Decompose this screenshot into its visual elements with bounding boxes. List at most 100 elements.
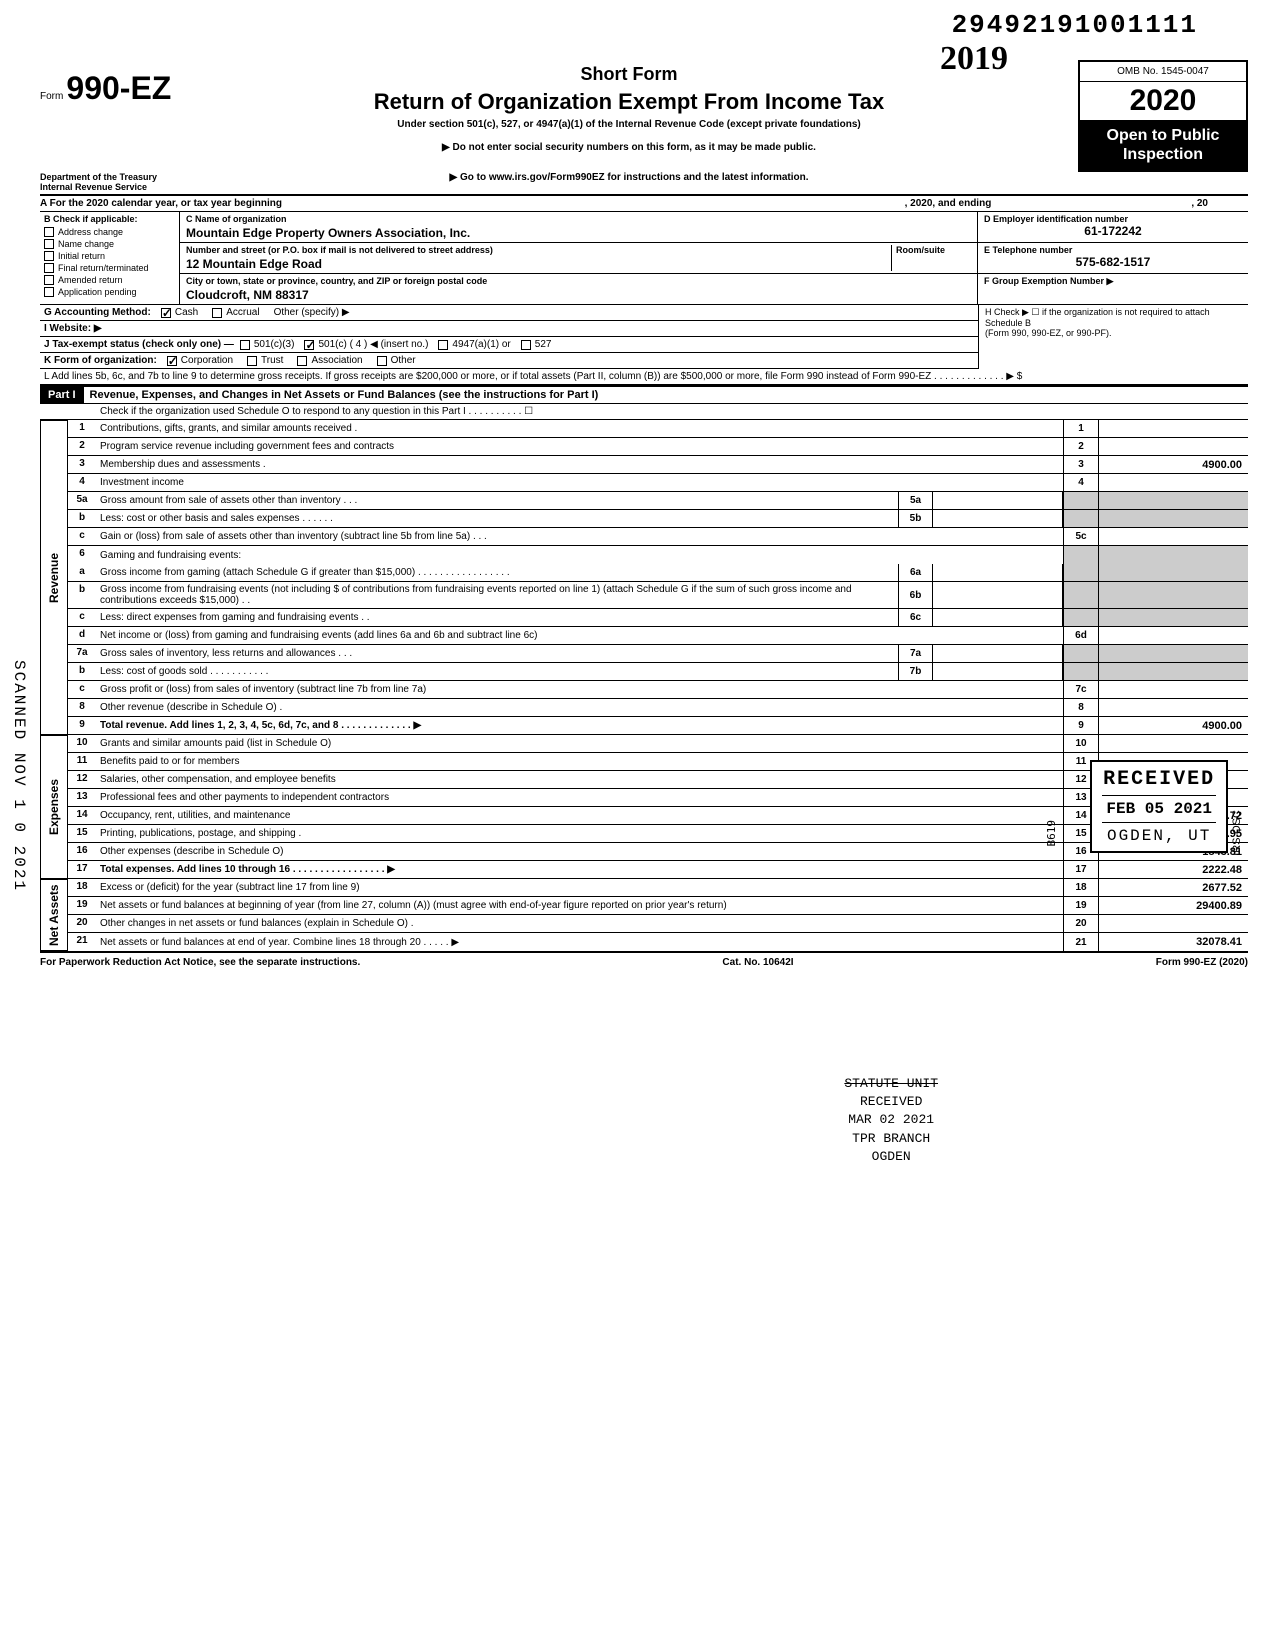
line-10: 10Grants and similar amounts paid (list … [68, 735, 1248, 753]
h-line1: H Check ▶ ☐ if the organization is not r… [985, 307, 1242, 328]
ein-label: D Employer identification number [984, 214, 1242, 224]
footer: For Paperwork Reduction Act Notice, see … [40, 953, 1248, 968]
g-cash: Cash [175, 307, 198, 318]
chk-final[interactable]: Final return/terminated [40, 262, 179, 274]
line-5c: cGain or (loss) from sale of assets othe… [68, 528, 1248, 546]
section-h: H Check ▶ ☐ if the organization is not r… [978, 305, 1248, 369]
k-corp: Corporation [181, 355, 233, 366]
g-accrual: Accrual [226, 307, 259, 318]
footer-mid: Cat. No. 10642I [722, 957, 793, 968]
chk-initial[interactable]: Initial return [40, 250, 179, 262]
statute-stamp: STATUTE UNIT RECEIVED MAR 02 2021 TPR BR… [844, 1075, 938, 1166]
j-527: 527 [535, 339, 552, 350]
received-line1: RECEIVED [1102, 768, 1216, 791]
revenue-section: Revenue 1Contributions, gifts, grants, a… [40, 420, 1248, 735]
org-name-label: C Name of organization [186, 214, 971, 224]
row-k: K Form of organization: Corporation Trus… [40, 353, 978, 369]
scanned-stamp: SCANNED NOV 1 0 2021 [10, 660, 28, 892]
return-title: Return of Organization Exempt From Incom… [190, 89, 1068, 115]
address-label: Number and street (or P.O. box if mail i… [186, 245, 891, 255]
city-label: City or town, state or province, country… [186, 276, 971, 286]
phone-cell: E Telephone number 575-682-1517 [978, 243, 1248, 274]
irs-osc-stamp: IRS-OSC [1231, 810, 1243, 856]
line-6b: bGross income from fundraising events (n… [68, 582, 1248, 609]
section-b-title: B Check if applicable: [40, 212, 179, 226]
net-assets-label: Net Assets [40, 879, 68, 951]
chk-accrual[interactable] [212, 308, 222, 318]
phone-value: 575-682-1517 [984, 255, 1242, 269]
expenses-label: Expenses [40, 735, 68, 879]
line-7c: cGross profit or (loss) from sales of in… [68, 681, 1248, 699]
g-other: Other (specify) ▶ [274, 307, 350, 318]
row-a-right: , 20 [1191, 198, 1208, 209]
chk-corp[interactable] [167, 356, 177, 366]
chk-4947[interactable] [438, 340, 448, 350]
chk-address[interactable]: Address change [40, 226, 179, 238]
line-7b: bLess: cost of goods sold . . . . . . . … [68, 663, 1248, 681]
i-label: I Website: ▶ [44, 323, 102, 334]
g-label: G Accounting Method: [44, 307, 151, 318]
statute-l2: RECEIVED [844, 1093, 938, 1111]
line-6: 6Gaming and fundraising events: [68, 546, 1248, 564]
line-14: 14Occupancy, rent, utilities, and mainte… [68, 807, 1248, 825]
chk-527[interactable] [521, 340, 531, 350]
chk-amended[interactable]: Amended return [40, 274, 179, 286]
chk-trust[interactable] [247, 356, 257, 366]
room-label: Room/suite [896, 245, 971, 255]
b619-stamp: B619 [1045, 820, 1058, 847]
statute-l3: MAR 02 2021 [844, 1111, 938, 1129]
line-1: 1Contributions, gifts, grants, and simil… [68, 420, 1248, 438]
part1-label: Part I [40, 387, 84, 403]
stamp-number: 29492191001111 [952, 10, 1198, 40]
org-name-cell: C Name of organization Mountain Edge Pro… [180, 212, 978, 243]
line-6c: cLess: direct expenses from gaming and f… [68, 609, 1248, 627]
short-form-label: Short Form [190, 64, 1068, 85]
city-value: Cloudcroft, NM 88317 [186, 286, 971, 302]
line-2: 2Program service revenue including gover… [68, 438, 1248, 456]
line-16: 16Other expenses (describe in Schedule O… [68, 843, 1248, 861]
chk-name[interactable]: Name change [40, 238, 179, 250]
part1-check: Check if the organization used Schedule … [40, 404, 1248, 420]
statute-l5: OGDEN [844, 1148, 938, 1166]
line-15: 15Printing, publications, postage, and s… [68, 825, 1248, 843]
part1-title: Revenue, Expenses, and Changes in Net As… [84, 387, 1248, 403]
part1-header: Part I Revenue, Expenses, and Changes in… [40, 386, 1248, 404]
expenses-section: Expenses 10Grants and similar amounts pa… [40, 735, 1248, 879]
chk-assoc[interactable] [297, 356, 307, 366]
warning-2: ▶ Go to www.irs.gov/Form990EZ for instru… [180, 172, 1078, 194]
address-cell: Number and street (or P.O. box if mail i… [180, 243, 978, 274]
h-line2: (Form 990, 990-EZ, or 990-PF). [985, 328, 1242, 338]
line-5b: bLess: cost or other basis and sales exp… [68, 510, 1248, 528]
form-number: 990-EZ [66, 70, 171, 106]
l-text: L Add lines 5b, 6c, and 7b to line 9 to … [44, 371, 1022, 382]
year-box: OMB No. 1545-0047 2020 Open to Public In… [1078, 60, 1248, 172]
row-i: I Website: ▶ [40, 321, 978, 337]
k-assoc: Association [311, 355, 362, 366]
ein-value: 61-172242 [984, 224, 1242, 238]
j-label: J Tax-exempt status (check only one) — [44, 339, 234, 350]
k-label: K Form of organization: [44, 355, 157, 366]
chk-501c3[interactable] [240, 340, 250, 350]
tax-year: 2020 [1080, 82, 1246, 120]
j-501c: 501(c) ( 4 ) ◀ (insert no.) [318, 339, 428, 350]
received-stamp: RECEIVED FEB 05 2021 OGDEN, UT [1090, 760, 1228, 853]
line-18: 18Excess or (deficit) for the year (subt… [68, 879, 1248, 897]
open-public: Open to Public Inspection [1080, 120, 1246, 170]
received-line3: OGDEN, UT [1102, 827, 1216, 845]
net-assets-section: Net Assets 18Excess or (deficit) for the… [40, 879, 1248, 953]
chk-cash[interactable] [161, 308, 171, 318]
line-7a: 7aGross sales of inventory, less returns… [68, 645, 1248, 663]
handwritten-year: 2019 [940, 40, 1008, 78]
address-value: 12 Mountain Edge Road [186, 255, 891, 271]
phone-label: E Telephone number [984, 245, 1242, 255]
row-g: G Accounting Method: Cash Accrual Other … [40, 305, 978, 321]
line-5a: 5aGross amount from sale of assets other… [68, 492, 1248, 510]
chk-other-org[interactable] [377, 356, 387, 366]
subtitle: Under section 501(c), 527, or 4947(a)(1)… [190, 119, 1068, 130]
footer-left: For Paperwork Reduction Act Notice, see … [40, 957, 360, 968]
omb-number: OMB No. 1545-0047 [1080, 62, 1246, 82]
k-trust: Trust [261, 355, 283, 366]
chk-pending[interactable]: Application pending [40, 286, 179, 298]
chk-501c[interactable] [304, 340, 314, 350]
line-8: 8Other revenue (describe in Schedule O) … [68, 699, 1248, 717]
